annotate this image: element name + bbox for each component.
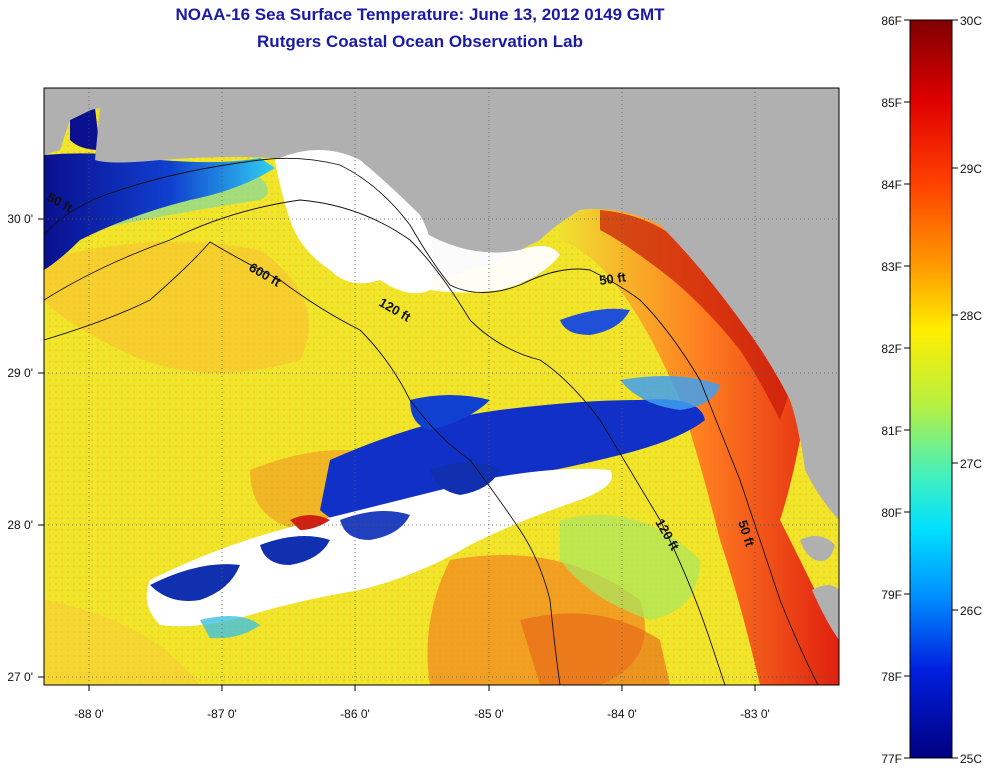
colorbar-f-label: 79F: [881, 588, 902, 602]
grid: [44, 88, 839, 685]
x-tick-label: -83 0': [740, 707, 770, 721]
land-mass: [800, 536, 835, 561]
cool-patch: [560, 515, 700, 620]
cold-streak: [620, 376, 720, 410]
colorbar-f-label: 84F: [881, 178, 902, 192]
land-mass: [812, 585, 839, 640]
colorbar-f-label: 80F: [881, 506, 902, 520]
cold-speckle: [340, 511, 410, 540]
colorbar-c-label: 26C: [960, 604, 982, 618]
colorbar-f-label: 78F: [881, 670, 902, 684]
colorbar-f-label: 77F: [881, 752, 902, 766]
cold-streak: [560, 308, 630, 335]
y-tick-label: 27 0': [7, 670, 33, 684]
cold-streak: [410, 395, 490, 430]
cloud-band: [146, 468, 612, 627]
contour-label: 50 ft: [598, 269, 627, 288]
axis-ticks: [38, 218, 756, 691]
map-frame: [43, 87, 840, 686]
cold-speckle: [260, 536, 330, 565]
colorbar-c-label: 25C: [960, 752, 982, 766]
bathymetry-contours: [44, 157, 819, 685]
y-tick-label: 29 0': [7, 366, 33, 380]
colorbar-f-label: 85F: [881, 96, 902, 110]
cloud-area: [420, 230, 560, 293]
cold-speckle: [200, 616, 260, 639]
colorbar-f-label: 83F: [881, 260, 902, 274]
mobile-bay-water: [70, 108, 100, 150]
y-tick-label: 28 0': [7, 518, 33, 532]
x-tick-label: -84 0': [607, 707, 637, 721]
y-tick-label: 30 0': [7, 212, 33, 226]
east-warm-band: [560, 208, 839, 685]
warm-speckle: [290, 515, 330, 530]
colorbar-c-label: 29C: [960, 162, 982, 176]
colorbar-c-label: 28C: [960, 309, 982, 323]
cloud-area: [275, 150, 434, 294]
colorbar-c-label: 27C: [960, 457, 982, 471]
cold-streak: [320, 399, 705, 524]
colorbar-ticks: [904, 19, 958, 759]
land-mass: [44, 88, 839, 520]
title-line-1: NOAA-16 Sea Surface Temperature: June 13…: [175, 5, 665, 24]
warm-patch: [44, 600, 200, 685]
warm-patch: [44, 242, 309, 373]
x-tick-label: -88 0': [74, 707, 104, 721]
colorbar-f-label: 82F: [881, 342, 902, 356]
colorbar: [909, 19, 953, 759]
colorbar-c-label: 30C: [960, 14, 982, 28]
colorbar-f-label: 86F: [881, 14, 902, 28]
x-tick-label: -86 0': [340, 707, 370, 721]
title-line-2: Rutgers Coastal Ocean Observation Lab: [257, 32, 583, 51]
cold-speckle: [430, 462, 500, 495]
x-tick-label: -85 0': [474, 707, 504, 721]
colorbar-f-label: 81F: [881, 424, 902, 438]
hot-coast: [600, 210, 790, 420]
cold-speckle: [150, 564, 240, 601]
map-area: 50 ft 600 ft 120 ft 50 ft 120 ft 50 ft: [44, 88, 839, 685]
nw-cold-water: [44, 153, 275, 270]
x-tick-label: -87 0': [207, 707, 237, 721]
